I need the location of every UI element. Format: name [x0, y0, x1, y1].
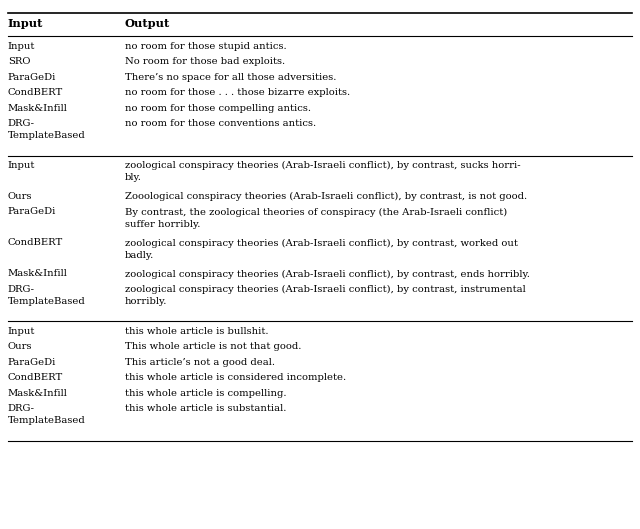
- Text: no room for those . . . those bizarre exploits.: no room for those . . . those bizarre ex…: [125, 88, 350, 97]
- Text: ParaGeDi: ParaGeDi: [8, 358, 56, 367]
- Text: this whole article is compelling.: this whole article is compelling.: [125, 389, 286, 398]
- Text: This whole article is not that good.: This whole article is not that good.: [125, 342, 301, 351]
- Text: zoological conspiracy theories (Arab-Israeli conflict), by contrast, worked out
: zoological conspiracy theories (Arab-Isr…: [125, 239, 518, 260]
- Text: CondBERT: CondBERT: [8, 373, 63, 382]
- Text: ParaGeDi: ParaGeDi: [8, 207, 56, 216]
- Text: zoological conspiracy theories (Arab-Israeli conflict), by contrast, ends horrib: zoological conspiracy theories (Arab-Isr…: [125, 269, 530, 279]
- Text: No room for those bad exploits.: No room for those bad exploits.: [125, 57, 285, 66]
- Text: this whole article is substantial.: this whole article is substantial.: [125, 404, 286, 413]
- Text: DRG-
TemplateBased: DRG- TemplateBased: [8, 285, 85, 306]
- Text: There’s no space for all those adversities.: There’s no space for all those adversiti…: [125, 72, 336, 81]
- Text: SRO: SRO: [8, 57, 30, 66]
- Text: zoological conspiracy theories (Arab-Israeli conflict), by contrast, sucks horri: zoological conspiracy theories (Arab-Isr…: [125, 161, 520, 182]
- Text: Ours: Ours: [8, 192, 32, 201]
- Text: DRG-
TemplateBased: DRG- TemplateBased: [8, 119, 85, 140]
- Text: Mask&Infill: Mask&Infill: [8, 389, 68, 398]
- Text: This article’s not a good deal.: This article’s not a good deal.: [125, 358, 275, 367]
- Text: no room for those stupid antics.: no room for those stupid antics.: [125, 42, 287, 51]
- Text: CondBERT: CondBERT: [8, 239, 63, 248]
- Text: zoological conspiracy theories (Arab-Israeli conflict), by contrast, instrumenta: zoological conspiracy theories (Arab-Isr…: [125, 285, 525, 306]
- Text: DRG-
TemplateBased: DRG- TemplateBased: [8, 404, 85, 425]
- Text: this whole article is considered incomplete.: this whole article is considered incompl…: [125, 373, 346, 382]
- Text: ParaGeDi: ParaGeDi: [8, 72, 56, 81]
- Text: no room for those conventions antics.: no room for those conventions antics.: [125, 119, 316, 128]
- Text: By contrast, the zoological theories of conspiracy (the Arab-Israeli conflict)
s: By contrast, the zoological theories of …: [125, 207, 507, 229]
- Text: Ours: Ours: [8, 342, 32, 351]
- Text: Input: Input: [8, 17, 43, 29]
- Text: Input: Input: [8, 327, 35, 336]
- Text: no room for those compelling antics.: no room for those compelling antics.: [125, 104, 311, 113]
- Text: Input: Input: [8, 42, 35, 51]
- Text: Mask&Infill: Mask&Infill: [8, 104, 68, 113]
- Text: CondBERT: CondBERT: [8, 88, 63, 97]
- Text: Input: Input: [8, 161, 35, 170]
- Text: this whole article is bullshit.: this whole article is bullshit.: [125, 327, 268, 336]
- Text: Zooological conspiracy theories (Arab-Israeli conflict), by contrast, is not goo: Zooological conspiracy theories (Arab-Is…: [125, 192, 527, 201]
- Text: Output: Output: [125, 17, 170, 29]
- Text: Mask&Infill: Mask&Infill: [8, 269, 68, 278]
